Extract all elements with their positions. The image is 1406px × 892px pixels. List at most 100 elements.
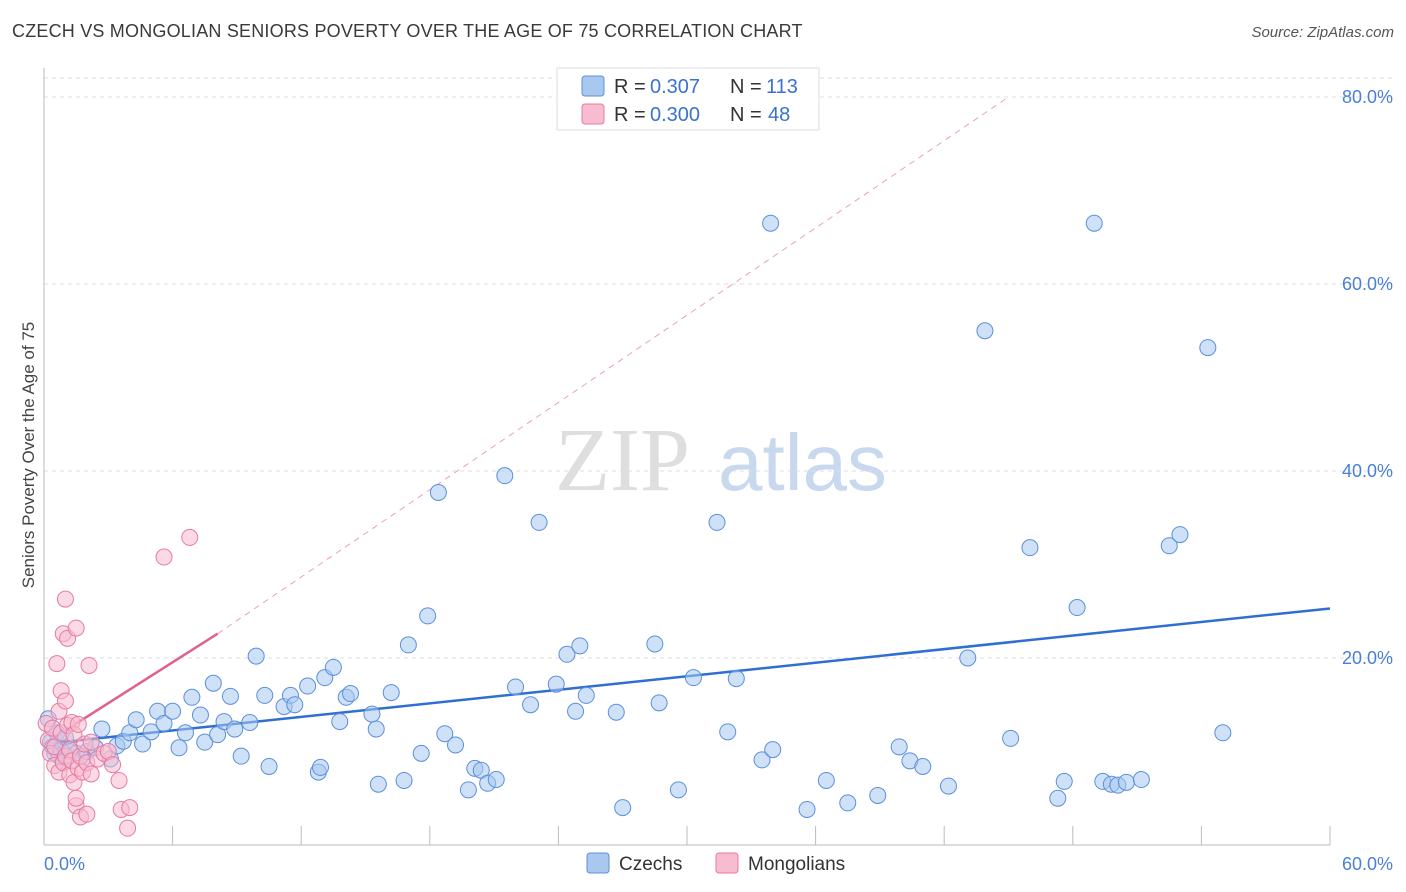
point-czechs bbox=[753, 751, 771, 769]
point-czechs bbox=[286, 696, 304, 714]
point-czechs bbox=[869, 786, 887, 804]
point-czechs bbox=[487, 771, 505, 789]
point-czechs bbox=[959, 649, 977, 667]
point-mongolians bbox=[67, 789, 85, 807]
point-czechs bbox=[614, 799, 632, 817]
point-czechs bbox=[232, 747, 250, 765]
legend-r-label-czechs: R = bbox=[614, 76, 646, 98]
point-czechs bbox=[1117, 773, 1135, 791]
point-czechs bbox=[1199, 339, 1217, 357]
point-czechs bbox=[260, 757, 278, 775]
point-czechs bbox=[650, 694, 668, 712]
legend-n-label-czechs: N = bbox=[730, 76, 762, 98]
point-mongolians bbox=[78, 805, 96, 823]
point-czechs bbox=[1171, 526, 1189, 544]
point-czechs bbox=[142, 723, 160, 741]
point-czechs bbox=[247, 647, 265, 665]
point-mongolians bbox=[119, 819, 137, 837]
point-czechs bbox=[221, 687, 239, 705]
point-czechs bbox=[412, 744, 430, 762]
point-czechs bbox=[719, 723, 737, 741]
point-czechs bbox=[727, 670, 745, 688]
point-czechs bbox=[1160, 537, 1178, 555]
point-czechs bbox=[571, 637, 589, 655]
point-czechs bbox=[684, 669, 702, 687]
point-mongolians bbox=[82, 765, 100, 783]
point-czechs bbox=[134, 735, 152, 753]
point-czechs bbox=[399, 636, 417, 654]
point-mongolians bbox=[56, 590, 74, 608]
point-czechs bbox=[798, 800, 816, 818]
point-czechs bbox=[176, 724, 194, 742]
point-czechs bbox=[382, 684, 400, 702]
point-czechs bbox=[299, 677, 317, 695]
point-mongolians bbox=[56, 692, 74, 710]
y-tick-label: 80.0% bbox=[1342, 87, 1393, 107]
chart-title: CZECH VS MONGOLIAN SENIORS POVERTY OVER … bbox=[12, 21, 803, 41]
y-tick-label: 20.0% bbox=[1342, 648, 1393, 668]
point-mongolians bbox=[121, 799, 139, 817]
point-czechs bbox=[183, 688, 201, 706]
point-czechs bbox=[170, 739, 188, 757]
point-czechs bbox=[1132, 771, 1150, 789]
legend-swatch-mongolians bbox=[581, 103, 605, 125]
x-tick-label: 60.0% bbox=[1342, 854, 1393, 874]
point-czechs bbox=[1021, 539, 1039, 557]
point-czechs bbox=[567, 702, 585, 720]
point-czechs bbox=[311, 758, 329, 776]
point-czechs bbox=[341, 685, 359, 703]
point-czechs bbox=[395, 771, 413, 789]
data-points bbox=[37, 214, 1232, 837]
point-czechs bbox=[1049, 789, 1067, 807]
watermark-zip: ZIP bbox=[555, 411, 690, 510]
point-mongolians bbox=[69, 715, 87, 733]
trend-extension-mongolians bbox=[217, 96, 1009, 635]
point-czechs bbox=[914, 757, 932, 775]
y-axis-label: Seniors Poverty Over the Age of 75 bbox=[19, 322, 38, 588]
legend: R = 0.307 N = 113 R = 0.300 N = 48 bbox=[556, 67, 820, 131]
point-czechs bbox=[429, 484, 447, 502]
legend-n-value-mongolians: 48 bbox=[768, 104, 790, 126]
point-czechs bbox=[419, 607, 437, 625]
point-czechs bbox=[976, 322, 994, 340]
bottom-legend-mongolians: Mongolians bbox=[748, 854, 845, 875]
point-czechs bbox=[256, 686, 274, 704]
point-czechs bbox=[155, 714, 173, 732]
point-czechs bbox=[226, 720, 244, 738]
point-czechs bbox=[1068, 599, 1086, 617]
tick-labels: 20.0% 40.0% 60.0% 80.0% 0.0% 60.0% bbox=[44, 87, 1393, 874]
point-czechs bbox=[577, 686, 595, 704]
legend-r-value-mongolians: 0.300 bbox=[650, 104, 700, 126]
point-mongolians bbox=[80, 656, 98, 674]
watermark-atlas: atlas bbox=[718, 418, 887, 507]
point-czechs bbox=[646, 635, 664, 653]
point-czechs bbox=[367, 720, 385, 738]
point-czechs bbox=[764, 741, 782, 759]
point-czechs bbox=[459, 781, 477, 799]
point-czechs bbox=[507, 678, 525, 696]
legend-n-label-mongolians: N = bbox=[730, 104, 762, 126]
point-czechs bbox=[762, 214, 780, 232]
bottom-legend-swatch-czechs bbox=[586, 852, 610, 874]
point-czechs bbox=[890, 738, 908, 756]
point-mongolians bbox=[67, 619, 85, 637]
point-czechs bbox=[669, 781, 687, 799]
point-czechs bbox=[1214, 724, 1232, 742]
point-czechs bbox=[436, 725, 454, 743]
point-mongolians bbox=[82, 733, 100, 751]
point-mongolians bbox=[181, 528, 199, 546]
point-czechs bbox=[241, 714, 259, 732]
legend-r-label-mongolians: R = bbox=[614, 104, 646, 126]
legend-n-value-czechs: 113 bbox=[766, 76, 798, 98]
point-mongolians bbox=[155, 548, 173, 566]
point-czechs bbox=[164, 702, 182, 720]
point-czechs bbox=[1085, 214, 1103, 232]
point-czechs bbox=[547, 675, 565, 693]
point-czechs bbox=[496, 467, 514, 485]
x-tick-label: 0.0% bbox=[44, 854, 85, 874]
y-tick-label: 40.0% bbox=[1342, 461, 1393, 481]
legend-swatch-czechs bbox=[581, 75, 605, 97]
point-mongolians bbox=[104, 756, 122, 774]
point-czechs bbox=[530, 513, 548, 531]
